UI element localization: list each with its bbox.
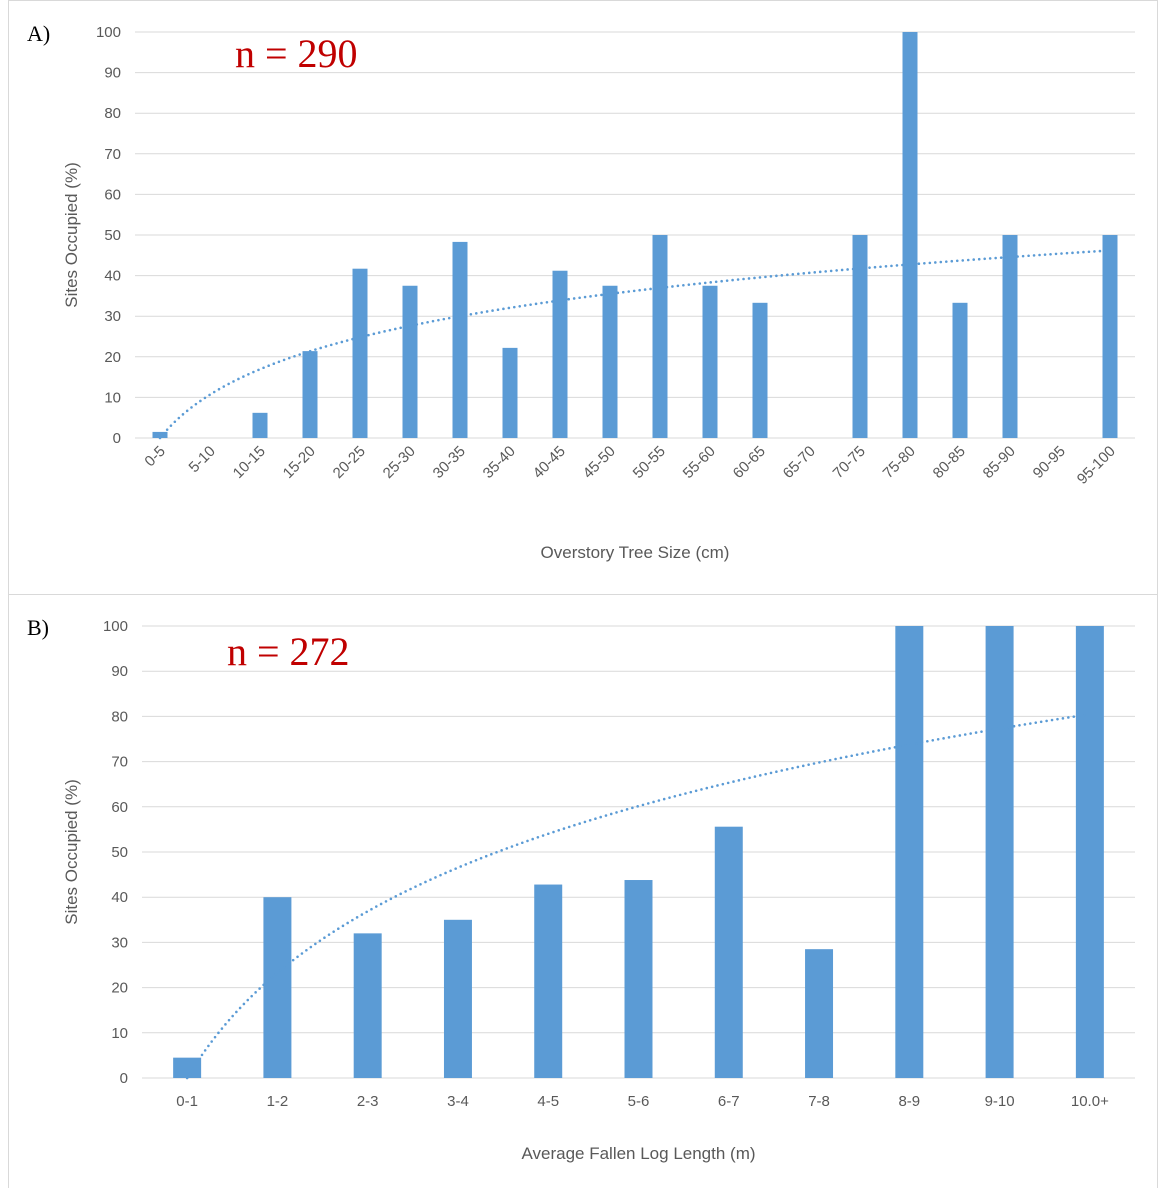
- y-tick-label: 60: [111, 799, 128, 816]
- x-tick-label: 75-80: [880, 443, 919, 482]
- x-tick-label: 7-8: [808, 1093, 830, 1110]
- x-tick-label: 65-70: [780, 443, 819, 482]
- x-tick-label: 0-1: [176, 1093, 198, 1110]
- bar: [985, 626, 1014, 1078]
- x-tick-label: 3-4: [447, 1093, 469, 1110]
- chart-panel-a: 0 10 20 30 40 50 60 70 80 90 100 0-5 5-10 10-15 15-20 2…: [8, 0, 1158, 594]
- bar: [1002, 235, 1018, 438]
- y-tick-label: 30: [111, 934, 128, 951]
- bar: [602, 285, 618, 438]
- y-tick-label: 0: [113, 430, 121, 447]
- bar: [702, 285, 718, 438]
- y-tick-label: 10: [111, 1025, 128, 1042]
- bar: [534, 884, 563, 1078]
- x-tick-label: 90-95: [1030, 443, 1069, 482]
- x-tick-label: 10.0+: [1071, 1093, 1109, 1110]
- trendline: [185, 712, 1092, 1080]
- panel-label: A): [27, 21, 50, 46]
- bar: [353, 933, 382, 1078]
- y-tick-label: 90: [104, 65, 121, 82]
- bar: [714, 826, 743, 1078]
- bar: [352, 268, 368, 438]
- y-tick-label: 70: [104, 146, 121, 163]
- bar: [805, 949, 834, 1078]
- y-tick-label: 0: [120, 1070, 128, 1087]
- bar: [252, 412, 268, 438]
- x-tick-label: 2-3: [357, 1093, 379, 1110]
- bar: [552, 270, 568, 438]
- x-tick-label: 60-65: [730, 443, 769, 482]
- y-tick-label: 30: [104, 308, 121, 325]
- x-tick-label: 85-90: [980, 443, 1019, 482]
- y-tick-label: 80: [104, 105, 121, 122]
- bar: [1075, 626, 1104, 1078]
- bar: [502, 347, 518, 438]
- x-tick-label: 1-2: [267, 1093, 289, 1110]
- x-tick-label: 8-9: [898, 1093, 920, 1110]
- x-tick-label: 20-25: [330, 443, 369, 482]
- x-tick-label: 4-5: [537, 1093, 559, 1110]
- x-tick-label: 6-7: [718, 1093, 740, 1110]
- bar: [652, 235, 668, 438]
- y-tick-label: 70: [111, 754, 128, 771]
- y-tick-label: 60: [104, 186, 121, 203]
- y-tick-label: 10: [104, 389, 121, 406]
- bar: [1102, 235, 1118, 438]
- y-tick-label: 50: [111, 844, 128, 861]
- y-tick-label: 40: [111, 889, 128, 906]
- bar: [402, 285, 418, 438]
- bar: [173, 1057, 202, 1078]
- x-tick-label: 0-5: [141, 443, 168, 470]
- x-tick-label: 9-10: [985, 1093, 1015, 1110]
- y-tick-label: 90: [111, 663, 128, 680]
- x-tick-label: 5-6: [628, 1093, 650, 1110]
- bar: [895, 626, 924, 1078]
- chart-a-svg: 0 10 20 30 40 50 60 70 80 90 100 0-5 5-10 10-15 15-20 2…: [27, 21, 1135, 562]
- x-tick-label: 45-50: [580, 443, 619, 482]
- x-axis-label: Average Fallen Log Length (m): [521, 1144, 755, 1163]
- y-tick-label: 50: [104, 227, 121, 244]
- bar: [952, 302, 968, 438]
- x-tick-label: 25-30: [380, 443, 419, 482]
- panel-label: B): [27, 615, 49, 640]
- x-tick-label: 10-15: [230, 443, 269, 482]
- sample-size-annotation: n = 272: [227, 629, 350, 674]
- x-tick-label: 30-35: [430, 443, 469, 482]
- x-tick-label: 55-60: [680, 443, 719, 482]
- y-tick-label: 80: [111, 708, 128, 725]
- y-axis-label: Sites Occupied (%): [62, 779, 81, 925]
- x-tick-label: 35-40: [480, 443, 519, 482]
- y-tick-label: 20: [104, 349, 121, 366]
- x-tick-label: 95-100: [1074, 443, 1119, 488]
- x-axis-label: Overstory Tree Size (cm): [541, 543, 730, 562]
- bar: [852, 235, 868, 438]
- x-tick-label: 50-55: [630, 443, 669, 482]
- bar: [443, 919, 472, 1078]
- x-tick-label: 5-10: [186, 443, 219, 476]
- y-tick-label: 100: [96, 24, 121, 41]
- y-tick-label: 40: [104, 268, 121, 285]
- x-tick-label: 70-75: [830, 443, 869, 482]
- bar: [302, 351, 318, 438]
- y-tick-label: 100: [103, 618, 128, 635]
- chart-panel-b: 0 10 20 30 40 50 60 70 80 90 100 0-1 1-2 2-3 3-4 4-5 5-6…: [8, 594, 1158, 1188]
- bar: [902, 32, 918, 438]
- chart-b-svg: 0 10 20 30 40 50 60 70 80 90 100 0-1 1-2 2-3 3-4 4-5 5-6…: [27, 615, 1135, 1163]
- x-tick-label: 15-20: [280, 443, 319, 482]
- bar: [263, 897, 292, 1078]
- sample-size-annotation: n = 290: [235, 31, 358, 76]
- x-tick-label: 80-85: [930, 443, 969, 482]
- y-axis-label: Sites Occupied (%): [62, 162, 81, 308]
- bar: [152, 431, 168, 438]
- trendline: [158, 249, 1112, 440]
- y-tick-label: 20: [111, 980, 128, 997]
- bar: [624, 880, 653, 1078]
- bar: [452, 241, 468, 438]
- bar: [752, 302, 768, 438]
- x-tick-label: 40-45: [530, 443, 569, 482]
